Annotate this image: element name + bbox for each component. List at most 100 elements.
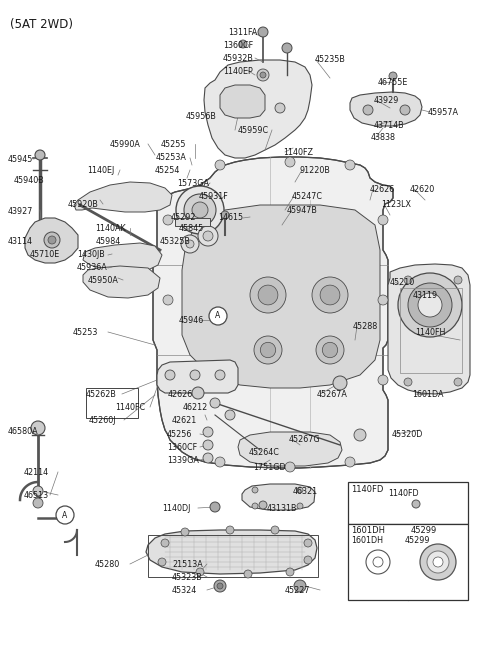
- Text: 45931F: 45931F: [199, 192, 229, 201]
- Circle shape: [210, 398, 220, 408]
- Text: 1430JB: 1430JB: [77, 250, 105, 259]
- Circle shape: [454, 378, 462, 386]
- Circle shape: [373, 557, 383, 567]
- Text: 42620: 42620: [410, 185, 435, 194]
- Text: 1360CF: 1360CF: [223, 41, 253, 50]
- Bar: [400, 288, 462, 373]
- Circle shape: [285, 157, 295, 167]
- Circle shape: [260, 72, 266, 78]
- Polygon shape: [388, 264, 470, 394]
- Text: 45920B: 45920B: [68, 200, 99, 209]
- Text: 45267G: 45267G: [289, 435, 321, 444]
- Polygon shape: [350, 92, 422, 126]
- Circle shape: [345, 457, 355, 467]
- Text: 45253A: 45253A: [156, 153, 187, 162]
- Text: 45984: 45984: [96, 237, 121, 246]
- Circle shape: [294, 580, 306, 592]
- Text: 21513A: 21513A: [172, 560, 203, 569]
- Text: 45325B: 45325B: [160, 237, 191, 246]
- Text: 1140AK: 1140AK: [95, 224, 126, 233]
- Circle shape: [158, 558, 166, 566]
- Circle shape: [163, 215, 173, 225]
- Circle shape: [225, 410, 235, 420]
- Circle shape: [198, 226, 218, 246]
- Text: 1140EP: 1140EP: [223, 67, 253, 76]
- Circle shape: [165, 370, 175, 380]
- Circle shape: [163, 375, 173, 385]
- Circle shape: [285, 462, 295, 472]
- Circle shape: [215, 457, 225, 467]
- Circle shape: [48, 236, 56, 244]
- Circle shape: [408, 283, 452, 327]
- Circle shape: [210, 502, 220, 512]
- Circle shape: [260, 342, 276, 358]
- Text: A: A: [216, 312, 221, 321]
- Text: 1601DA: 1601DA: [412, 390, 444, 399]
- Text: 43119: 43119: [413, 291, 438, 300]
- Text: 1140FZ: 1140FZ: [283, 148, 313, 157]
- Circle shape: [192, 202, 208, 218]
- Circle shape: [203, 231, 213, 241]
- Circle shape: [250, 277, 286, 313]
- Circle shape: [196, 568, 204, 576]
- Circle shape: [258, 285, 278, 305]
- Text: 43114: 43114: [8, 237, 33, 246]
- Polygon shape: [74, 182, 172, 212]
- Circle shape: [363, 105, 373, 115]
- Polygon shape: [182, 205, 380, 388]
- Text: 45845: 45845: [179, 224, 204, 233]
- Circle shape: [378, 215, 388, 225]
- Text: 45262B: 45262B: [86, 390, 117, 399]
- Bar: [86, 388, 138, 418]
- Circle shape: [244, 570, 252, 578]
- Text: 1601DH: 1601DH: [351, 536, 383, 545]
- Circle shape: [378, 295, 388, 305]
- Text: 45247C: 45247C: [292, 192, 323, 201]
- Text: 1601DH: 1601DH: [351, 526, 385, 535]
- Circle shape: [161, 539, 169, 547]
- Text: 45710E: 45710E: [30, 250, 60, 259]
- Text: 45950A: 45950A: [88, 276, 119, 285]
- Polygon shape: [83, 266, 160, 298]
- Circle shape: [184, 194, 216, 226]
- Polygon shape: [242, 484, 315, 510]
- Circle shape: [389, 72, 397, 80]
- Text: 46755E: 46755E: [378, 78, 408, 87]
- Text: 45255: 45255: [161, 140, 187, 149]
- Circle shape: [322, 342, 338, 358]
- Text: 45267A: 45267A: [317, 390, 348, 399]
- Bar: [348, 524, 468, 600]
- Text: 46513: 46513: [24, 491, 49, 500]
- Circle shape: [286, 568, 294, 576]
- Text: 1140FD: 1140FD: [388, 489, 419, 498]
- Circle shape: [44, 232, 60, 248]
- Text: 45945: 45945: [8, 155, 34, 164]
- Text: 45940B: 45940B: [14, 176, 45, 185]
- Circle shape: [433, 557, 443, 567]
- Text: 45299: 45299: [405, 536, 431, 545]
- Text: 91220B: 91220B: [299, 166, 330, 175]
- Text: 45264C: 45264C: [249, 448, 280, 457]
- Text: 45936A: 45936A: [77, 263, 108, 272]
- Text: 43838: 43838: [371, 133, 396, 142]
- Text: 46580A: 46580A: [8, 427, 38, 436]
- Circle shape: [304, 556, 312, 564]
- Text: 1140FD: 1140FD: [351, 485, 384, 494]
- Text: 46212: 46212: [183, 403, 208, 412]
- Text: 45323B: 45323B: [172, 573, 203, 582]
- Text: 42621: 42621: [172, 416, 197, 425]
- Circle shape: [33, 498, 43, 508]
- Circle shape: [404, 378, 412, 386]
- Text: 45256: 45256: [167, 430, 192, 439]
- Circle shape: [239, 40, 247, 48]
- Text: 42114: 42114: [24, 468, 49, 477]
- Text: 45946: 45946: [179, 316, 204, 325]
- Circle shape: [33, 486, 43, 496]
- Text: 45957A: 45957A: [428, 108, 459, 117]
- Text: (5AT 2WD): (5AT 2WD): [10, 18, 73, 31]
- Text: 45288: 45288: [353, 322, 378, 331]
- Text: 45990A: 45990A: [110, 140, 141, 149]
- Polygon shape: [157, 360, 238, 393]
- Text: 45210: 45210: [390, 278, 415, 287]
- Circle shape: [398, 273, 462, 337]
